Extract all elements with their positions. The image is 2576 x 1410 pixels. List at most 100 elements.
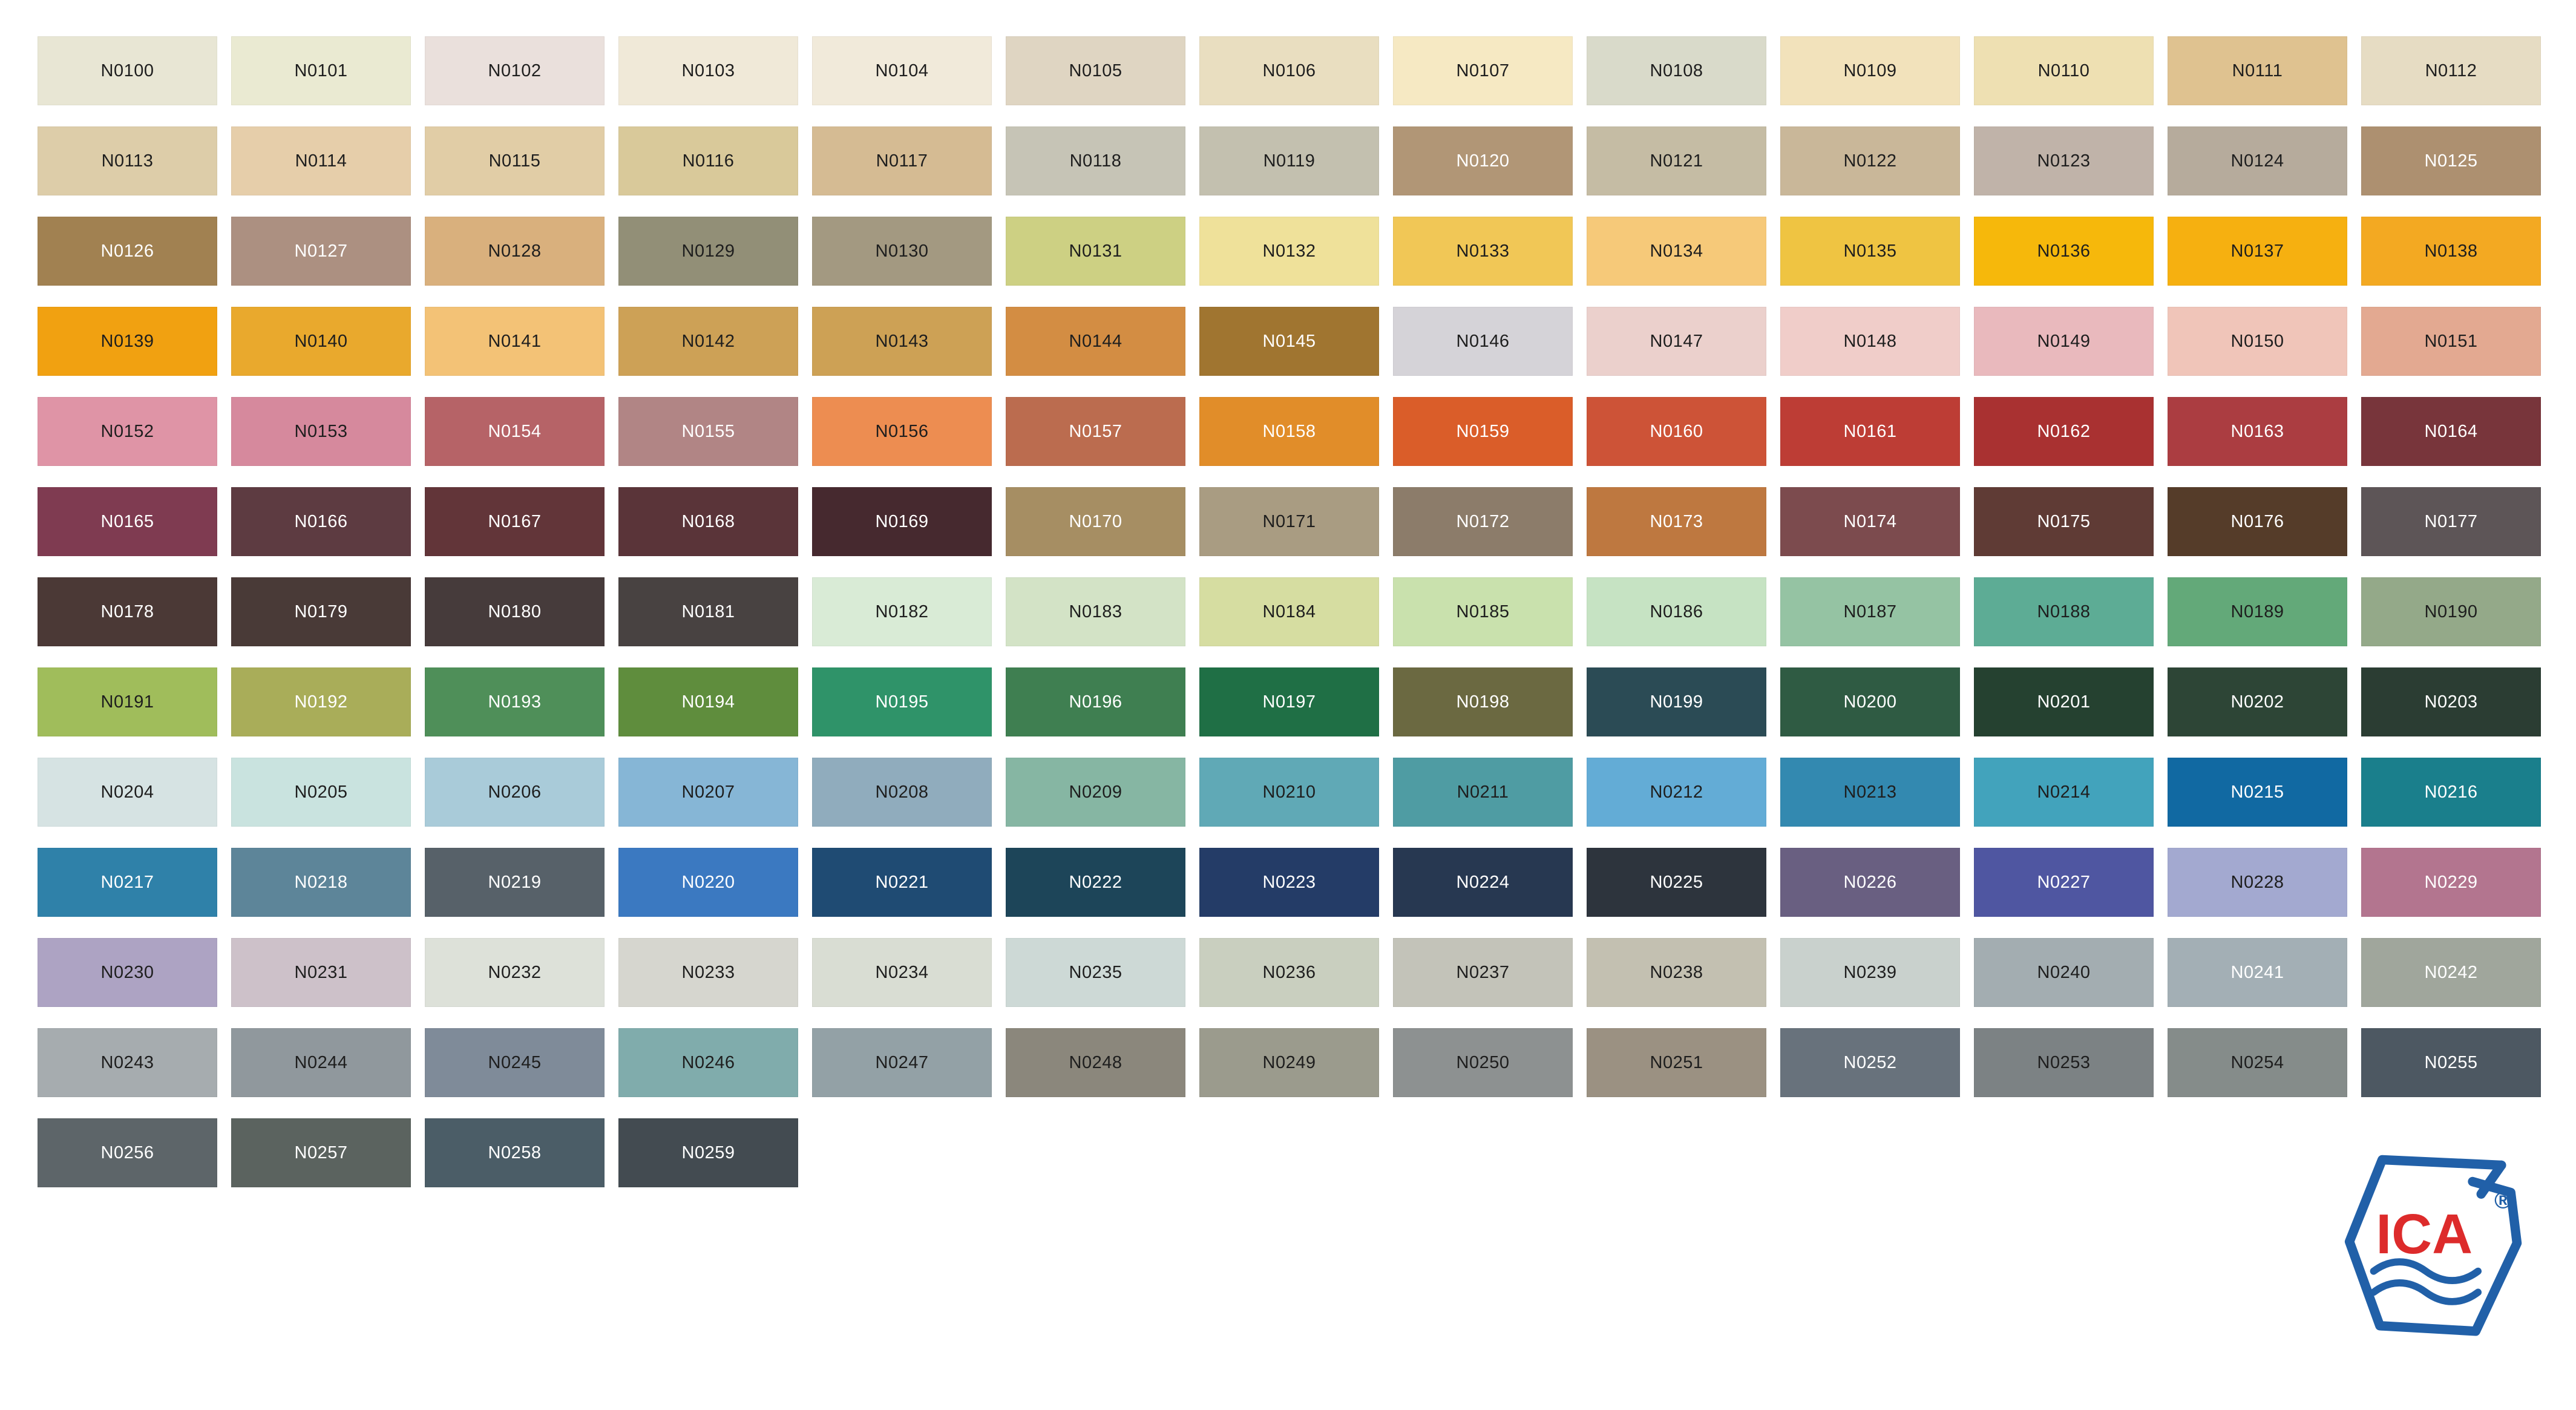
color-swatch: N0146 <box>1393 307 1573 376</box>
color-swatch: N0211 <box>1393 758 1573 827</box>
swatch-code-label: N0176 <box>2230 511 2284 531</box>
color-swatch: N0185 <box>1393 577 1573 646</box>
swatch-code-label: N0192 <box>294 692 348 712</box>
swatch-code-label: N0140 <box>294 331 348 351</box>
swatch-code-label: N0243 <box>100 1052 154 1072</box>
swatch-code-label: N0204 <box>100 782 154 802</box>
color-swatch: N0145 <box>1199 307 1379 376</box>
swatch-code-label: N0195 <box>875 692 929 712</box>
swatch-code-label: N0214 <box>2037 782 2091 802</box>
logo-ica-text: ICA <box>2376 1202 2473 1265</box>
swatch-code-label: N0102 <box>488 61 542 80</box>
swatch-code-label: N0215 <box>2230 782 2284 802</box>
color-swatch: N0207 <box>618 758 798 827</box>
swatch-code-label: N0158 <box>1262 421 1316 441</box>
swatch-code-label: N0170 <box>1069 511 1122 531</box>
color-swatch: N0218 <box>231 848 411 917</box>
color-swatch: N0155 <box>618 397 798 466</box>
color-swatch: N0230 <box>38 938 217 1007</box>
swatch-code-label: N0218 <box>294 872 348 892</box>
swatch-code-label: N0226 <box>1843 872 1897 892</box>
swatch-code-label: N0121 <box>1650 151 1703 171</box>
swatch-code-label: N0143 <box>875 331 929 351</box>
color-swatch: N0160 <box>1587 397 1766 466</box>
color-swatch: N0113 <box>38 126 217 195</box>
color-swatch: N0147 <box>1587 307 1766 376</box>
color-swatch: N0167 <box>425 487 605 556</box>
swatch-code-label: N0220 <box>681 872 735 892</box>
color-swatch: N0130 <box>812 217 992 286</box>
color-swatch: N0199 <box>1587 667 1766 736</box>
color-swatch: N0148 <box>1780 307 1960 376</box>
color-swatch: N0131 <box>1006 217 1185 286</box>
swatch-code-label: N0164 <box>2424 421 2478 441</box>
swatch-code-label: N0230 <box>100 962 154 982</box>
swatch-code-label: N0234 <box>875 962 929 982</box>
color-swatch: N0141 <box>425 307 605 376</box>
swatch-code-label: N0149 <box>2037 331 2091 351</box>
swatch-code-label: N0120 <box>1456 151 1510 171</box>
swatch-code-label: N0180 <box>488 602 542 621</box>
color-swatch: N0227 <box>1974 848 2154 917</box>
swatch-code-label: N0166 <box>294 511 348 531</box>
swatch-code-label: N0194 <box>681 692 735 712</box>
swatch-code-label: N0212 <box>1650 782 1703 802</box>
color-swatch: N0126 <box>38 217 217 286</box>
swatch-code-label: N0122 <box>1843 151 1897 171</box>
color-swatch: N0242 <box>2361 938 2541 1007</box>
color-swatch: N0258 <box>425 1118 605 1187</box>
color-swatch: N0123 <box>1974 126 2154 195</box>
swatch-code-label: N0213 <box>1843 782 1897 802</box>
swatch-code-label: N0152 <box>100 421 154 441</box>
swatch-code-label: N0209 <box>1069 782 1122 802</box>
swatch-code-label: N0253 <box>2037 1052 2091 1072</box>
color-swatch: N0151 <box>2361 307 2541 376</box>
swatch-code-label: N0199 <box>1650 692 1703 712</box>
swatch-code-label: N0141 <box>488 331 542 351</box>
swatch-code-label: N0240 <box>2037 962 2091 982</box>
swatch-code-label: N0113 <box>101 151 154 171</box>
color-swatch: N0171 <box>1199 487 1379 556</box>
color-swatch: N0158 <box>1199 397 1379 466</box>
swatch-code-label: N0248 <box>1069 1052 1122 1072</box>
color-swatch: N0243 <box>38 1028 217 1097</box>
color-swatch: N0107 <box>1393 36 1573 105</box>
color-swatch: N0232 <box>425 938 605 1007</box>
swatch-code-label: N0159 <box>1456 421 1510 441</box>
swatch-code-label: N0196 <box>1069 692 1122 712</box>
registered-trademark-icon: ® <box>2494 1187 2511 1213</box>
ica-logo-graphic: ICA ® <box>2344 1155 2522 1336</box>
color-swatch: N0254 <box>2168 1028 2347 1097</box>
swatch-code-label: N0128 <box>488 241 542 261</box>
color-swatch: N0143 <box>812 307 992 376</box>
swatch-code-label: N0257 <box>294 1143 348 1162</box>
color-swatch: N0259 <box>618 1118 798 1187</box>
color-swatch: N0187 <box>1780 577 1960 646</box>
color-swatch: N0190 <box>2361 577 2541 646</box>
swatch-code-label: N0145 <box>1262 331 1316 351</box>
swatch-code-label: N0114 <box>295 151 347 171</box>
color-swatch: N0234 <box>812 938 992 1007</box>
swatch-code-label: N0106 <box>1262 61 1316 80</box>
swatch-code-label: N0182 <box>875 602 929 621</box>
swatch-code-label: N0153 <box>294 421 348 441</box>
color-swatch: N0209 <box>1006 758 1185 827</box>
swatch-code-label: N0211 <box>1457 782 1509 802</box>
color-swatch: N0108 <box>1587 36 1766 105</box>
color-swatch: N0169 <box>812 487 992 556</box>
color-swatch: N0228 <box>2168 848 2347 917</box>
color-swatch: N0103 <box>618 36 798 105</box>
color-swatch: N0182 <box>812 577 992 646</box>
swatch-code-label: N0249 <box>1262 1052 1316 1072</box>
swatch-code-label: N0155 <box>681 421 735 441</box>
swatch-code-label: N0225 <box>1650 872 1703 892</box>
color-swatch: N0197 <box>1199 667 1379 736</box>
color-swatch: N0137 <box>2168 217 2347 286</box>
swatch-code-label: N0254 <box>2230 1052 2284 1072</box>
swatch-code-label: N0137 <box>2230 241 2284 261</box>
color-swatch: N0164 <box>2361 397 2541 466</box>
color-swatch: N0233 <box>618 938 798 1007</box>
color-swatch: N0133 <box>1393 217 1573 286</box>
swatch-code-label: N0203 <box>2424 692 2478 712</box>
swatch-code-label: N0163 <box>2230 421 2284 441</box>
